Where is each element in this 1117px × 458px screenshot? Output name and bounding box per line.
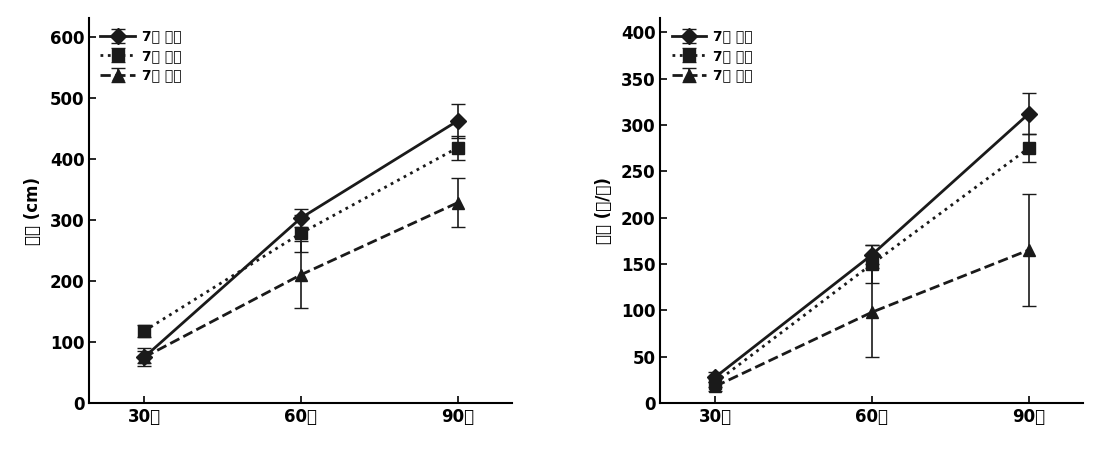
Legend: 7월 상순, 7월 중순, 7월 하순: 7월 상순, 7월 중순, 7월 하순 (96, 25, 185, 87)
Y-axis label: 엽수 (장/주): 엽수 (장/주) (594, 177, 612, 244)
Legend: 7월 상순, 7월 중순, 7월 하순: 7월 상순, 7월 중순, 7월 하순 (667, 25, 757, 87)
Y-axis label: 만장 (cm): 만장 (cm) (23, 177, 41, 245)
